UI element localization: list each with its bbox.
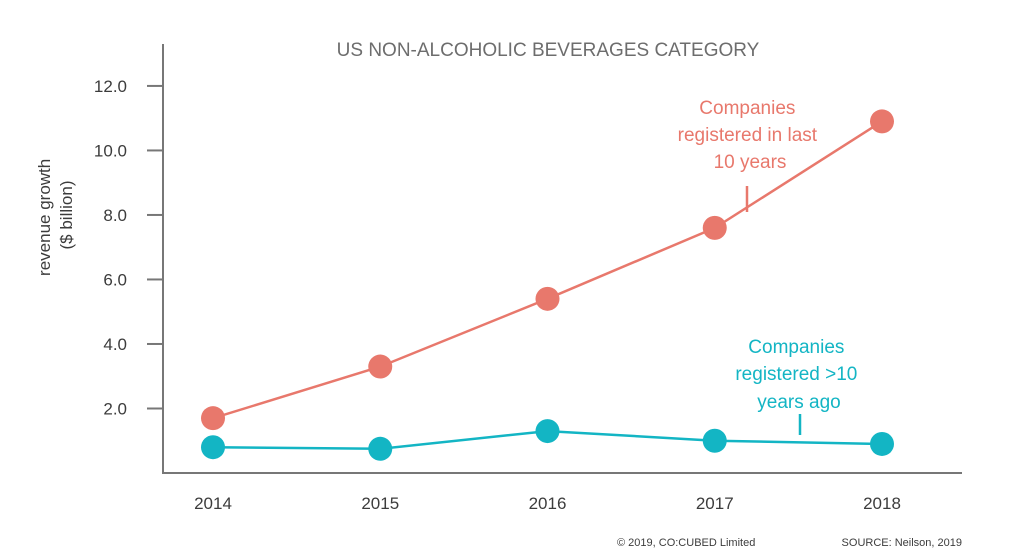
series-2-point bbox=[870, 432, 894, 456]
y-tick-label: 6.0 bbox=[103, 270, 127, 289]
y-tick-label: 4.0 bbox=[103, 335, 127, 354]
line-chart: US NON-ALCOHOLIC BEVERAGES CATEGORY reve… bbox=[0, 0, 1032, 556]
source-text: SOURCE: Neilson, 2019 bbox=[842, 537, 962, 549]
series-1-point bbox=[703, 216, 727, 240]
y-axis-label: revenue growth ($ billion) bbox=[35, 154, 76, 276]
y-ticks: 2.0 4.0 6.0 8.0 10.0 12.0 bbox=[94, 77, 163, 419]
x-ticks: 2014 2015 2016 2017 2018 bbox=[194, 494, 901, 513]
series-2-point bbox=[368, 437, 392, 461]
series-1-point bbox=[870, 109, 894, 133]
series-1-point bbox=[536, 287, 560, 311]
annotation-series-1: Companies registered in last 10 years bbox=[678, 98, 823, 212]
y-tick-label: 12.0 bbox=[94, 77, 127, 96]
annotation-series-2: Companies registered >10 years ago bbox=[735, 337, 862, 435]
annotation-series-2-line-2: registered >10 bbox=[735, 364, 857, 385]
x-tick-label: 2015 bbox=[361, 494, 399, 513]
y-axis-label-line-2: ($ billion) bbox=[57, 181, 76, 250]
series-2-point bbox=[703, 429, 727, 453]
copyright-text: © 2019, CO:CUBED Limited bbox=[617, 537, 755, 549]
annotation-series-2-line-3: years ago bbox=[757, 392, 840, 413]
x-tick-label: 2014 bbox=[194, 494, 232, 513]
y-tick-label: 8.0 bbox=[103, 206, 127, 225]
y-tick-label: 2.0 bbox=[103, 399, 127, 418]
series-1-point bbox=[368, 355, 392, 379]
series-1-point bbox=[201, 406, 225, 430]
y-axis-label-line-1: revenue growth bbox=[35, 159, 54, 276]
annotation-series-1-line-2: registered in last bbox=[678, 125, 818, 146]
annotation-series-1-line-1: Companies bbox=[699, 98, 795, 119]
series-2-point bbox=[536, 419, 560, 443]
x-tick-label: 2016 bbox=[529, 494, 567, 513]
axes bbox=[162, 44, 962, 473]
series-2-point bbox=[201, 435, 225, 459]
y-tick-label: 10.0 bbox=[94, 141, 127, 160]
chart-title: US NON-ALCOHOLIC BEVERAGES CATEGORY bbox=[337, 40, 760, 61]
x-tick-label: 2018 bbox=[863, 494, 901, 513]
svg-text:Companies registered >10: Companies registered >10 years ago bbox=[735, 337, 862, 413]
svg-text:Companies registered in: Companies registered in last 10 years bbox=[678, 98, 823, 173]
annotation-series-1-line-3: 10 years bbox=[714, 152, 787, 173]
annotation-series-2-line-1: Companies bbox=[748, 337, 844, 358]
x-tick-label: 2017 bbox=[696, 494, 734, 513]
